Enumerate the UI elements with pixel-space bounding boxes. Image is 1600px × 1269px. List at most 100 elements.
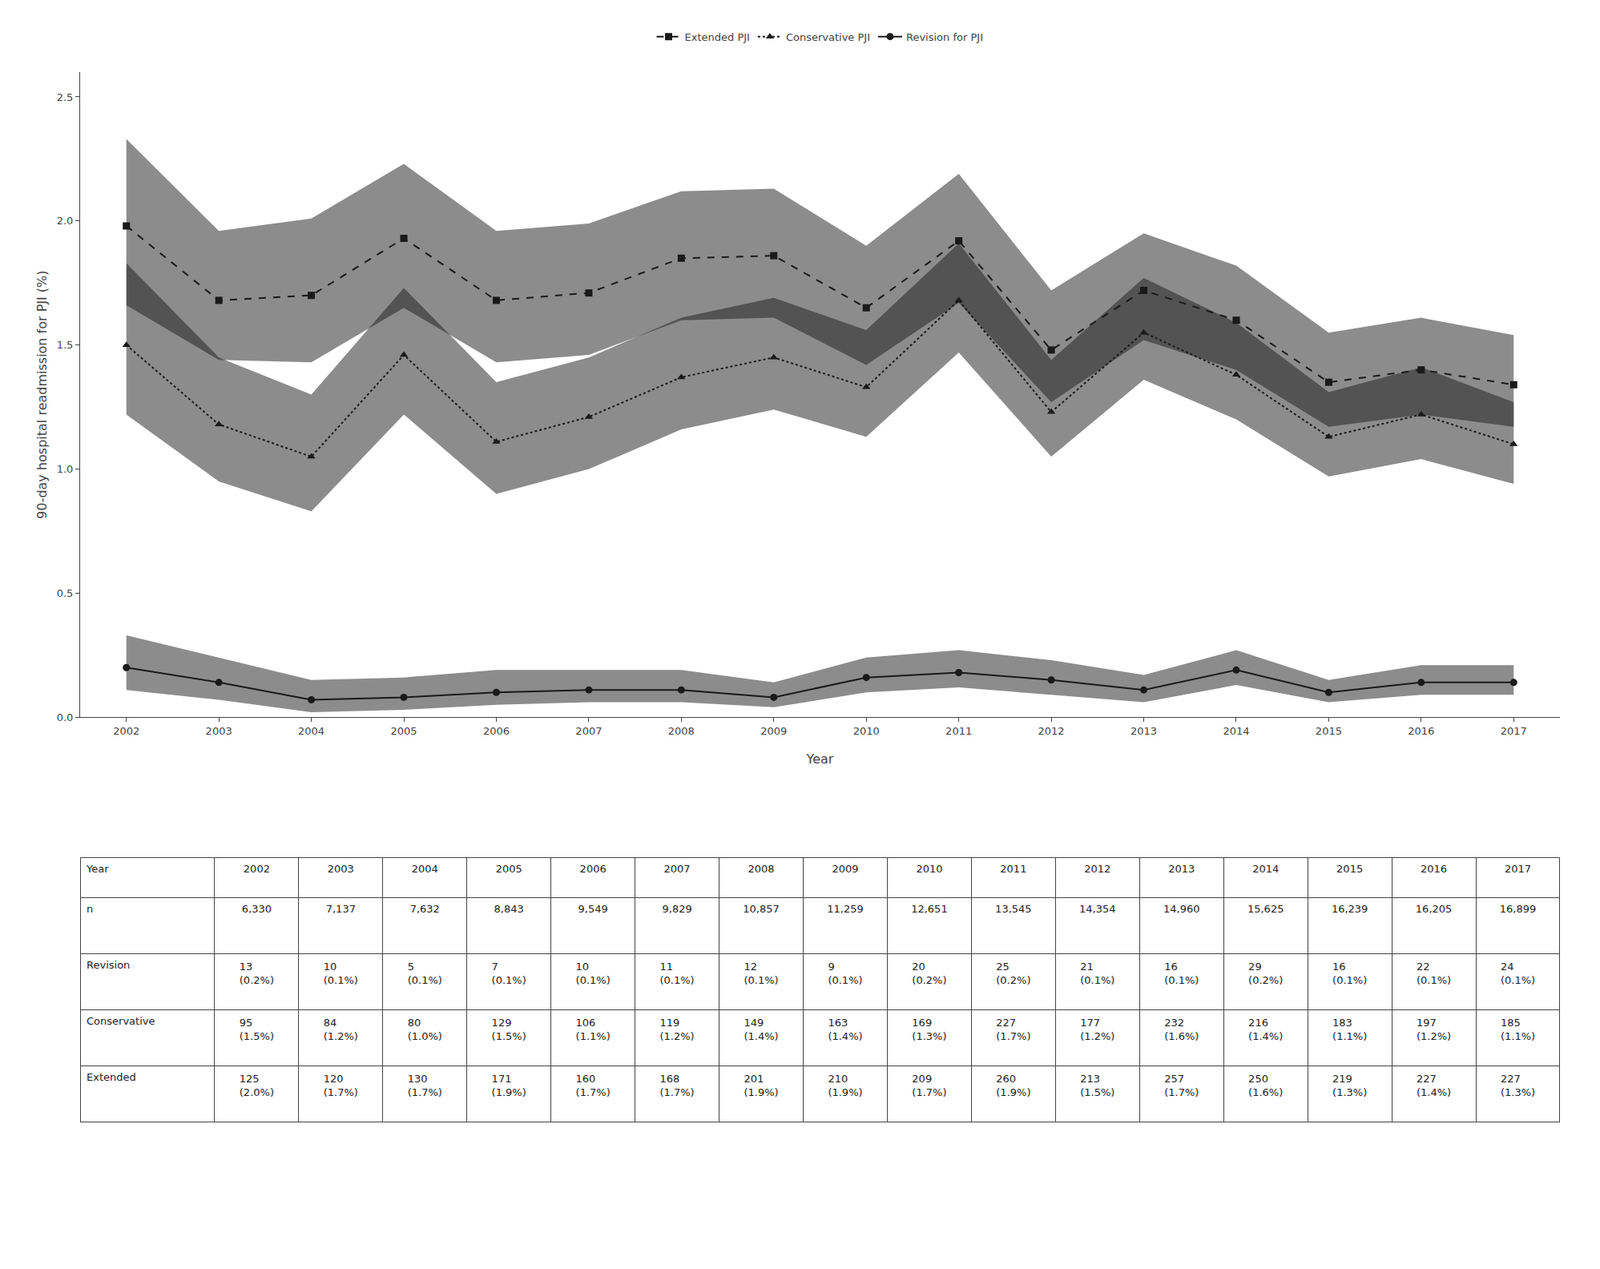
svg-text:2016: 2016 — [1407, 725, 1435, 738]
svg-text:2.5: 2.5 — [56, 91, 74, 104]
svg-text:2003: 2003 — [205, 725, 233, 738]
svg-text:2009: 2009 — [760, 725, 787, 738]
svg-text:2005: 2005 — [495, 862, 523, 875]
svg-text:5(0.1%): 5(0.1%) — [407, 960, 443, 987]
svg-text:227(1.4%): 227(1.4%) — [1416, 1072, 1451, 1099]
svg-text:216(1.4%): 216(1.4%) — [1248, 1016, 1283, 1043]
svg-text:210(1.9%): 210(1.9%) — [827, 1072, 863, 1099]
svg-text:2007: 2007 — [664, 862, 691, 875]
svg-text:129(1.5%): 129(1.5%) — [491, 1016, 527, 1043]
svg-text:130(1.7%): 130(1.7%) — [407, 1072, 443, 1099]
svg-text:1.5: 1.5 — [56, 338, 74, 351]
svg-text:16,899: 16,899 — [1499, 902, 1537, 915]
svg-text:12,651: 12,651 — [910, 902, 948, 915]
svg-text:14,354: 14,354 — [1079, 902, 1117, 915]
svg-text:0.0: 0.0 — [56, 711, 74, 724]
svg-text:2007: 2007 — [575, 725, 602, 738]
svg-text:15,625: 15,625 — [1247, 902, 1285, 915]
svg-text:Conservative: Conservative — [86, 1015, 155, 1028]
svg-text:2015: 2015 — [1315, 725, 1343, 738]
svg-text:260(1.9%): 260(1.9%) — [995, 1072, 1031, 1099]
svg-text:232(1.6%): 232(1.6%) — [1164, 1016, 1199, 1043]
svg-text:201(1.9%): 201(1.9%) — [743, 1072, 778, 1099]
svg-text:29(0.2%): 29(0.2%) — [1248, 960, 1283, 987]
svg-text:149(1.4%): 149(1.4%) — [743, 1016, 778, 1043]
svg-text:25(0.2%): 25(0.2%) — [995, 960, 1031, 987]
svg-text:250(1.6%): 250(1.6%) — [1248, 1072, 1283, 1099]
svg-text:7,632: 7,632 — [410, 902, 440, 915]
svg-text:n: n — [86, 902, 93, 915]
svg-text:2017: 2017 — [1504, 862, 1532, 875]
svg-text:2011: 2011 — [945, 725, 972, 738]
svg-text:Year: Year — [85, 862, 109, 875]
svg-text:Year: Year — [806, 751, 835, 767]
svg-text:10(0.1%): 10(0.1%) — [576, 960, 611, 987]
svg-text:21(0.1%): 21(0.1%) — [1080, 960, 1115, 987]
svg-text:16,205: 16,205 — [1415, 902, 1453, 915]
svg-text:185(1.1%): 185(1.1%) — [1500, 1016, 1536, 1043]
svg-text:120(1.7%): 120(1.7%) — [323, 1072, 359, 1099]
svg-text:219(1.3%): 219(1.3%) — [1332, 1072, 1367, 1099]
svg-text:2014: 2014 — [1222, 725, 1250, 738]
svg-text:2012: 2012 — [1038, 725, 1065, 738]
svg-text:227(1.3%): 227(1.3%) — [1500, 1072, 1536, 1099]
svg-text:177(1.2%): 177(1.2%) — [1080, 1016, 1115, 1043]
svg-text:16(0.1%): 16(0.1%) — [1332, 960, 1367, 987]
svg-text:183(1.1%): 183(1.1%) — [1332, 1016, 1367, 1043]
svg-text:9(0.1%): 9(0.1%) — [827, 960, 863, 987]
svg-text:6,330: 6,330 — [241, 902, 272, 915]
svg-text:2008: 2008 — [747, 862, 774, 875]
svg-text:106(1.1%): 106(1.1%) — [576, 1016, 611, 1043]
svg-text:2006: 2006 — [580, 862, 607, 875]
svg-text:95(1.5%): 95(1.5%) — [239, 1016, 275, 1043]
svg-text:10,857: 10,857 — [742, 902, 780, 915]
svg-text:Revision: Revision — [86, 959, 130, 972]
svg-text:2014: 2014 — [1252, 862, 1279, 875]
svg-text:168(1.7%): 168(1.7%) — [660, 1072, 695, 1099]
svg-text:14,960: 14,960 — [1163, 902, 1201, 915]
svg-text:2016: 2016 — [1420, 862, 1447, 875]
svg-text:Conservative PJI: Conservative PJI — [785, 31, 871, 44]
svg-text:2009: 2009 — [831, 862, 859, 875]
svg-text:2003: 2003 — [327, 862, 355, 875]
svg-text:0.5: 0.5 — [56, 587, 74, 600]
svg-text:2015: 2015 — [1336, 862, 1363, 875]
svg-text:24(0.1%): 24(0.1%) — [1500, 960, 1536, 987]
svg-text:16(0.1%): 16(0.1%) — [1164, 960, 1199, 987]
svg-text:2.0: 2.0 — [56, 214, 74, 227]
svg-text:2004: 2004 — [298, 725, 325, 738]
svg-text:2010: 2010 — [915, 862, 943, 875]
svg-text:2013: 2013 — [1168, 862, 1195, 875]
svg-text:2017: 2017 — [1500, 725, 1528, 738]
svg-text:12(0.1%): 12(0.1%) — [743, 960, 778, 987]
svg-text:2004: 2004 — [411, 862, 439, 875]
svg-text:2010: 2010 — [853, 725, 880, 738]
svg-text:90-day hospital readmission fo: 90-day hospital readmission for PJI (%) — [34, 270, 50, 519]
svg-text:2002: 2002 — [243, 862, 271, 875]
svg-text:11,259: 11,259 — [826, 902, 864, 915]
svg-text:2012: 2012 — [1084, 862, 1111, 875]
svg-text:8,843: 8,843 — [494, 902, 524, 915]
svg-text:Extended: Extended — [86, 1071, 137, 1084]
svg-text:171(1.9%): 171(1.9%) — [491, 1072, 527, 1099]
svg-text:11(0.1%): 11(0.1%) — [660, 960, 695, 987]
svg-text:125(2.0%): 125(2.0%) — [239, 1072, 275, 1099]
svg-text:2008: 2008 — [668, 725, 695, 738]
svg-text:Revision for PJI: Revision for PJI — [906, 31, 984, 44]
svg-text:119(1.2%): 119(1.2%) — [660, 1016, 695, 1043]
svg-text:84(1.2%): 84(1.2%) — [323, 1016, 359, 1043]
svg-text:197(1.2%): 197(1.2%) — [1416, 1016, 1451, 1043]
svg-text:80(1.0%): 80(1.0%) — [407, 1016, 443, 1043]
svg-text:2011: 2011 — [999, 862, 1027, 875]
svg-text:1.0: 1.0 — [56, 463, 74, 476]
svg-text:163(1.4%): 163(1.4%) — [827, 1016, 863, 1043]
svg-text:9,829: 9,829 — [661, 902, 692, 915]
svg-text:257(1.7%): 257(1.7%) — [1164, 1072, 1199, 1099]
svg-text:209(1.7%): 209(1.7%) — [911, 1072, 947, 1099]
svg-text:2006: 2006 — [483, 725, 510, 738]
svg-text:22(0.1%): 22(0.1%) — [1416, 960, 1451, 987]
svg-text:213(1.5%): 213(1.5%) — [1080, 1072, 1115, 1099]
svg-text:160(1.7%): 160(1.7%) — [576, 1072, 611, 1099]
svg-text:2002: 2002 — [112, 725, 140, 738]
svg-text:13,545: 13,545 — [995, 902, 1032, 915]
